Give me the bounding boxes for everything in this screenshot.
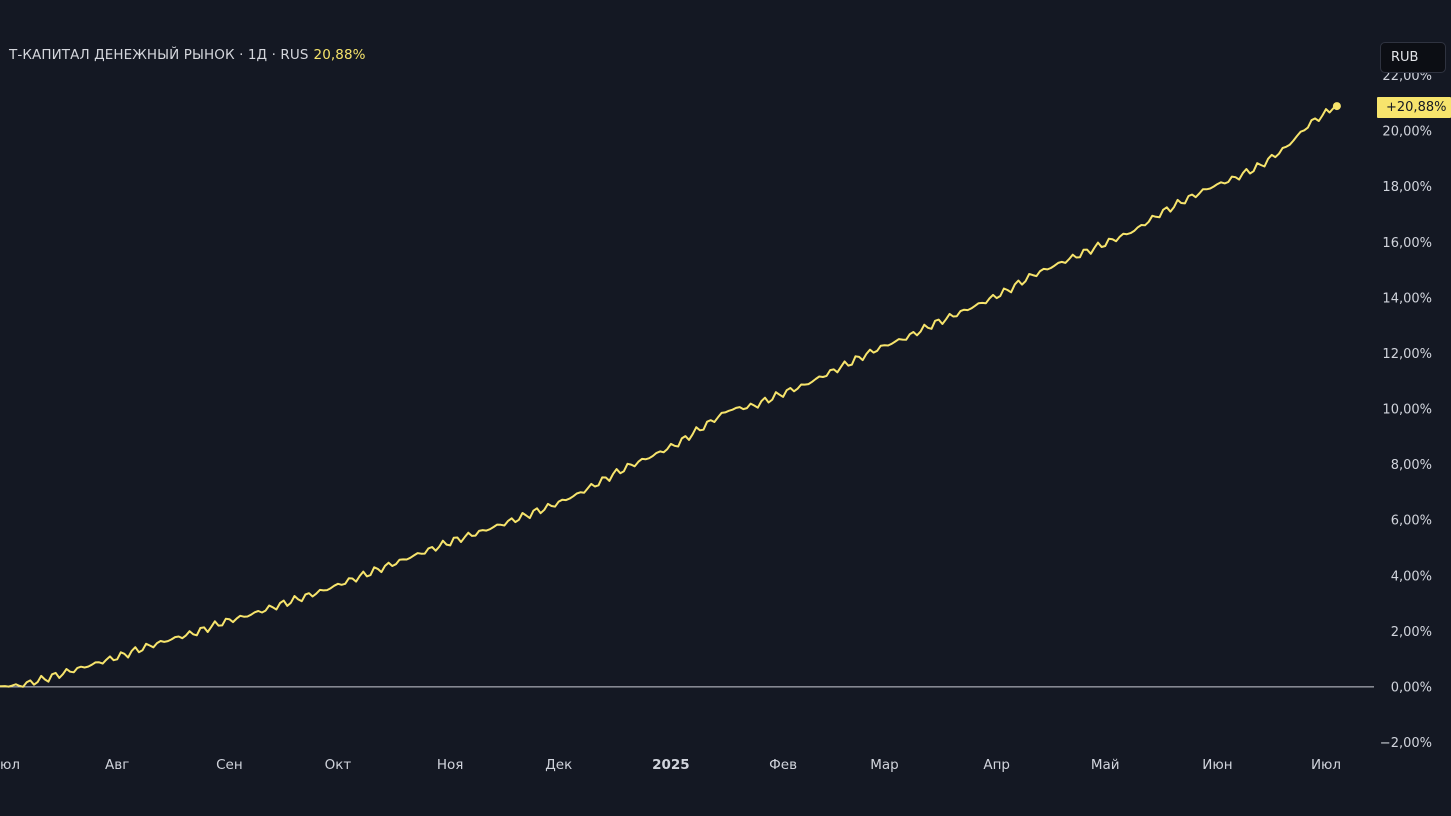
x-tick-label: Фев [769, 757, 797, 773]
series-line [0, 105, 1338, 688]
y-tick-label: 12,00% [1382, 347, 1432, 362]
y-tick-label: 0,00% [1391, 680, 1432, 695]
x-tick-label: Ноя [437, 757, 464, 773]
x-tick-label: Июл [1311, 757, 1341, 773]
y-tick-label: 20,00% [1382, 125, 1432, 140]
last-value-label: +20,88% [1377, 97, 1451, 118]
x-tick-label: Май [1091, 757, 1120, 773]
x-tick-label: Апр [983, 757, 1010, 773]
change-percent: 20,88% [313, 47, 366, 63]
x-tick-label: Сен [216, 757, 243, 773]
y-tick-label: 18,00% [1382, 180, 1432, 195]
x-tick-label: Окт [325, 757, 352, 773]
y-tick-label: 14,00% [1382, 291, 1432, 306]
x-tick-label: Июл [0, 757, 20, 773]
x-tick-label: Июн [1202, 757, 1232, 773]
y-tick-label: 8,00% [1391, 458, 1432, 473]
chart-legend: Т-КАПИТАЛ ДЕНЕЖНЫЙ РЫНОК · 1Д · RUS 20,88… [9, 47, 366, 63]
x-tick-label: Авг [105, 757, 129, 773]
y-tick-label: 10,00% [1382, 403, 1432, 418]
instrument-title: Т-КАПИТАЛ ДЕНЕЖНЫЙ РЫНОК · 1Д · RUS [9, 47, 309, 63]
last-value-point [1332, 102, 1341, 111]
x-tick-label: Дек [545, 757, 572, 773]
currency-button[interactable]: RUB [1380, 42, 1446, 73]
y-tick-label: 6,00% [1391, 514, 1432, 529]
y-tick-label: 16,00% [1382, 236, 1432, 251]
x-tick-label: 2025 [652, 757, 690, 773]
y-tick-label: 2,00% [1391, 625, 1432, 640]
y-tick-label: 4,00% [1391, 569, 1432, 584]
x-axis: Июл Авг Сен Окт Ноя Дек 2025 Фев Мар Апр Май Июн Июл [0, 757, 1341, 773]
y-tick-label: −2,00% [1380, 736, 1432, 751]
y-axis: −2,00% 0,00% 2,00% 4,00% 6,00% 8,00% 10,00% 12,… [1380, 69, 1432, 751]
x-tick-label: Мар [870, 757, 899, 773]
